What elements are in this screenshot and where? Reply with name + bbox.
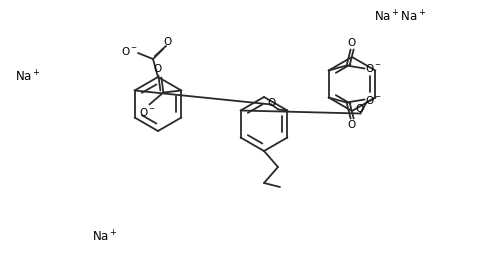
Text: Na$^+$: Na$^+$	[15, 69, 41, 85]
Text: O$^-$: O$^-$	[139, 106, 156, 118]
Text: O: O	[267, 97, 276, 107]
Text: Na$^+$Na$^+$: Na$^+$Na$^+$	[374, 9, 426, 25]
Text: O: O	[347, 120, 356, 131]
Text: O: O	[153, 64, 161, 75]
Text: O: O	[163, 37, 171, 47]
Text: O$^-$: O$^-$	[120, 45, 138, 57]
Text: O: O	[347, 38, 356, 48]
Text: O: O	[355, 104, 363, 113]
Text: O$^-$: O$^-$	[365, 61, 382, 73]
Text: Na$^+$: Na$^+$	[92, 229, 118, 245]
Text: O$^-$: O$^-$	[365, 94, 382, 106]
